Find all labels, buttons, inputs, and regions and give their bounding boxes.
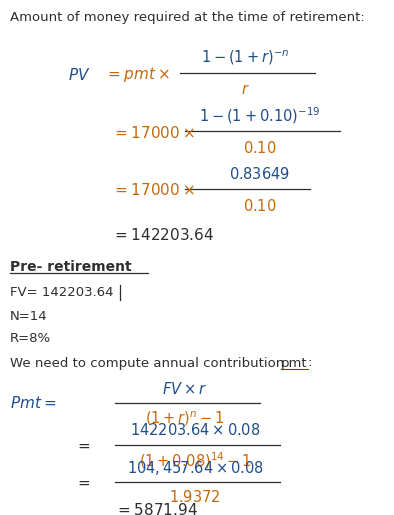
Text: $=17000\times$: $=17000\times$ xyxy=(112,125,195,141)
Text: R=8%: R=8% xyxy=(10,332,51,345)
Text: $= \mathit{pmt} \times$: $= \mathit{pmt} \times$ xyxy=(105,65,170,84)
Text: $0.10$: $0.10$ xyxy=(243,198,277,214)
Text: $=$: $=$ xyxy=(75,474,91,489)
Text: FV= 142203.64: FV= 142203.64 xyxy=(10,285,113,299)
Text: $\mathit{r}$: $\mathit{r}$ xyxy=(241,82,249,97)
Text: $(1+0.08)^{14}-1$: $(1+0.08)^{14}-1$ xyxy=(139,451,251,471)
Text: $0.10$: $0.10$ xyxy=(243,140,277,156)
Text: $=142203.64$: $=142203.64$ xyxy=(112,227,214,243)
Text: Amount of money required at the time of retirement:: Amount of money required at the time of … xyxy=(10,11,365,25)
Text: $0.83649$: $0.83649$ xyxy=(229,166,290,182)
Text: We need to compute annual contribution: We need to compute annual contribution xyxy=(10,356,288,369)
Text: $=5871.94$: $=5871.94$ xyxy=(115,502,198,515)
Text: $=$: $=$ xyxy=(75,438,91,453)
Text: pmt: pmt xyxy=(281,356,308,369)
Text: Pre- retirement: Pre- retirement xyxy=(10,260,132,274)
Text: $142203.64\times0.08$: $142203.64\times0.08$ xyxy=(130,422,260,438)
Text: $(1+\mathit{r})^{\mathit{n}}-1$: $(1+\mathit{r})^{\mathit{n}}-1$ xyxy=(145,410,225,428)
Text: N=14: N=14 xyxy=(10,310,48,322)
Text: $\mathit{Pmt}=$: $\mathit{Pmt}=$ xyxy=(10,395,56,411)
Text: $1-(1+0.10)^{-19}$: $1-(1+0.10)^{-19}$ xyxy=(199,106,321,126)
Text: :: : xyxy=(308,356,312,369)
Text: $104,457.64\times0.08$: $104,457.64\times0.08$ xyxy=(126,459,264,477)
Text: $\mathit{PV}$: $\mathit{PV}$ xyxy=(68,67,91,83)
Text: $1-(1+r)^{-n}$: $1-(1+r)^{-n}$ xyxy=(201,49,289,67)
Text: $1.9372$: $1.9372$ xyxy=(169,489,221,505)
Text: $\mathit{FV}\times \mathit{r}$: $\mathit{FV}\times \mathit{r}$ xyxy=(162,381,208,397)
Text: $=17000\times$: $=17000\times$ xyxy=(112,182,195,198)
